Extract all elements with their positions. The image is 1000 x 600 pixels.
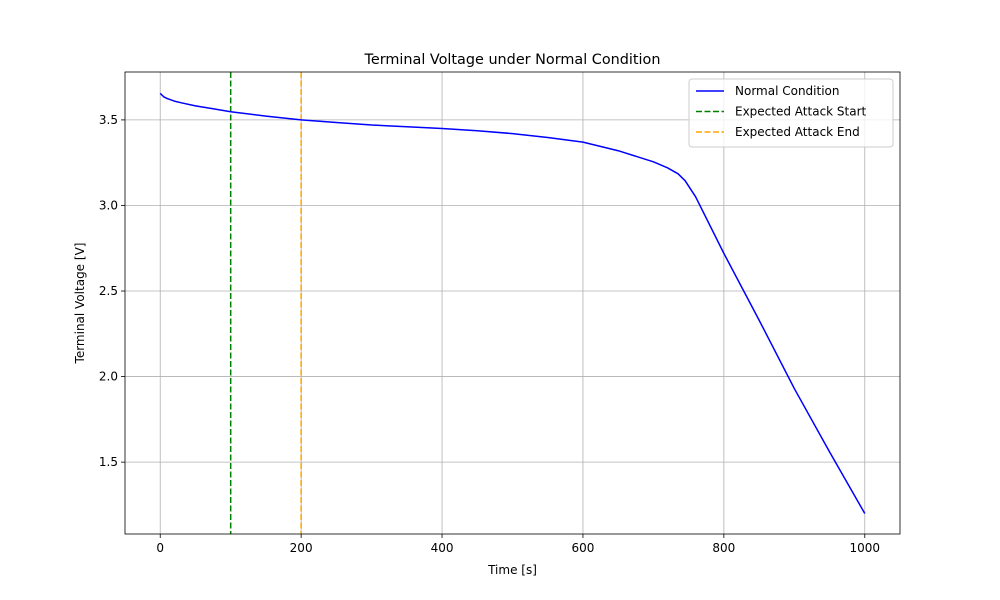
x-tick-label: 800 — [712, 541, 735, 555]
legend-label: Expected Attack Start — [735, 105, 867, 119]
x-axis-ticks: 0 200 400 600 800 1000 — [156, 534, 880, 555]
legend-label: Normal Condition — [735, 84, 840, 98]
x-tick-label: 400 — [431, 541, 454, 555]
y-tick-label: 2.0 — [99, 370, 118, 384]
y-tick-label: 2.5 — [99, 284, 118, 298]
y-tick-label: 1.5 — [99, 455, 118, 469]
x-tick-label: 0 — [156, 541, 164, 555]
legend-label: Expected Attack End — [735, 125, 860, 139]
reference-lines — [229, 72, 302, 534]
data-series — [159, 92, 866, 514]
x-axis-label: Time [s] — [487, 563, 537, 577]
plot-frame — [124, 71, 901, 535]
y-axis-ticks: 1.5 2.0 2.5 3.0 3.5 — [99, 113, 125, 469]
y-tick-label: 3.5 — [99, 113, 118, 127]
series-line-normal-condition — [159, 92, 866, 514]
grid — [125, 72, 900, 534]
y-axis-label: Terminal Voltage [V] — [73, 243, 87, 365]
x-tick-label: 600 — [572, 541, 595, 555]
x-tick-label: 1000 — [849, 541, 880, 555]
legend-box — [688, 78, 894, 148]
legend: Normal Condition Expected Attack Start Exp… — [688, 78, 894, 148]
chart-title: Terminal Voltage under Normal Condition — [364, 52, 661, 68]
x-tick-label: 200 — [290, 541, 313, 555]
y-tick-label: 3.0 — [99, 198, 118, 212]
